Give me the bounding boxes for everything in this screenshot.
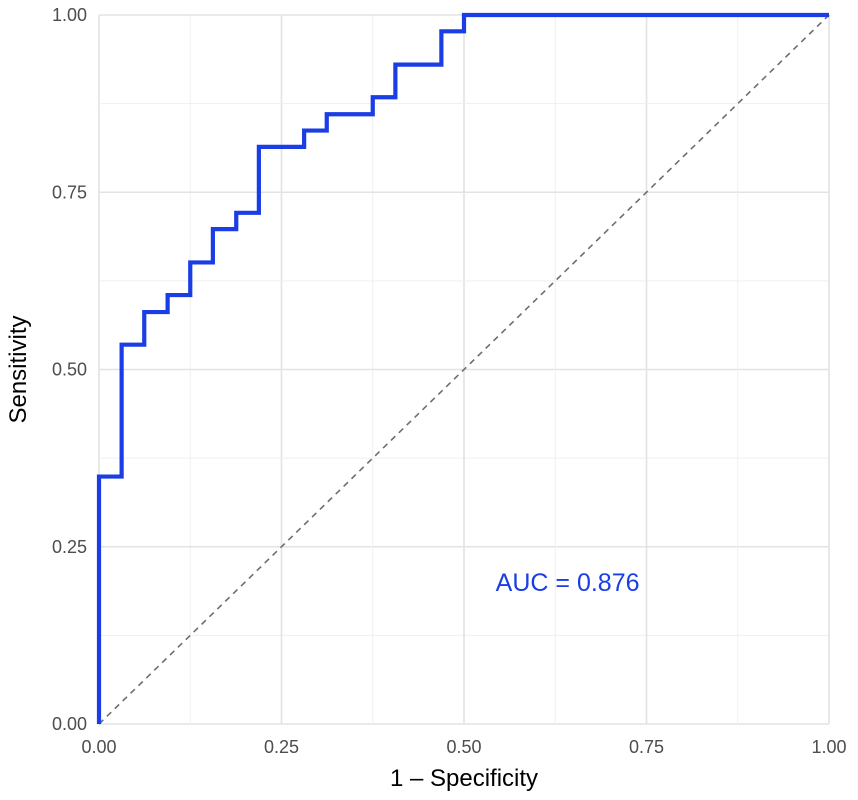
y-axis-title: Sensitivity <box>5 315 32 423</box>
x-tick-label: 0.00 <box>81 737 116 757</box>
roc-curve-line <box>96 12 829 724</box>
reference-diagonal-line <box>98 14 830 725</box>
roc-curve-layer <box>96 12 829 724</box>
y-tick-label: 1.00 <box>52 5 87 25</box>
y-tick-label: 0.25 <box>52 537 87 557</box>
auc-annotation: AUC = 0.876 <box>496 569 640 597</box>
y-tick-label: 0.00 <box>52 714 87 734</box>
x-tick-label: 0.50 <box>446 737 481 757</box>
y-tick-label: 0.50 <box>52 360 87 380</box>
x-axis-title: 1 – Specificity <box>390 765 538 792</box>
x-tick-label: 0.25 <box>264 737 299 757</box>
reference-diagonal <box>98 14 830 725</box>
tick-labels: 0.00 0.25 0.50 0.75 1.00 0.00 0.25 0.50 0.75 1.00 <box>52 5 847 757</box>
y-tick-label: 0.75 <box>52 182 87 202</box>
x-tick-label: 1.00 <box>811 737 846 757</box>
x-tick-label: 0.75 <box>629 737 664 757</box>
